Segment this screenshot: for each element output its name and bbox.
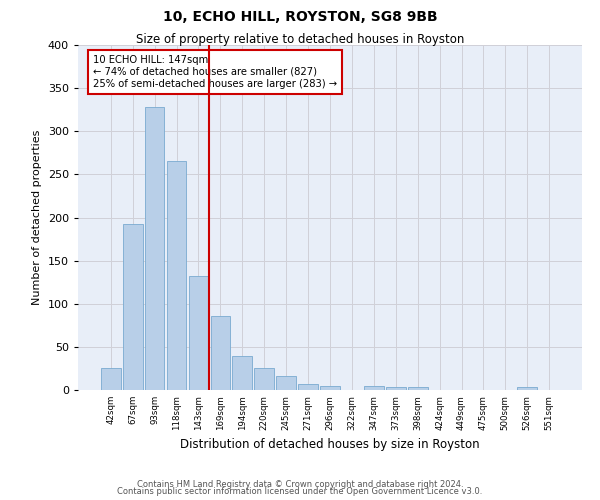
Bar <box>408 388 428 390</box>
Bar <box>167 162 187 390</box>
Bar <box>517 386 537 390</box>
Bar <box>386 388 406 390</box>
Bar <box>364 386 384 390</box>
Text: Contains HM Land Registry data © Crown copyright and database right 2024.: Contains HM Land Registry data © Crown c… <box>137 480 463 489</box>
Bar <box>188 276 208 390</box>
Bar <box>211 316 230 390</box>
Bar <box>123 224 143 390</box>
Bar <box>145 107 164 390</box>
Bar <box>101 368 121 390</box>
Text: 10, ECHO HILL, ROYSTON, SG8 9BB: 10, ECHO HILL, ROYSTON, SG8 9BB <box>163 10 437 24</box>
Bar <box>254 368 274 390</box>
Text: 10 ECHO HILL: 147sqm
← 74% of detached houses are smaller (827)
25% of semi-deta: 10 ECHO HILL: 147sqm ← 74% of detached h… <box>93 56 337 88</box>
Bar <box>276 376 296 390</box>
Text: Contains public sector information licensed under the Open Government Licence v3: Contains public sector information licen… <box>118 487 482 496</box>
Bar <box>298 384 318 390</box>
Y-axis label: Number of detached properties: Number of detached properties <box>32 130 42 305</box>
Bar <box>320 386 340 390</box>
Text: Size of property relative to detached houses in Royston: Size of property relative to detached ho… <box>136 32 464 46</box>
Bar <box>232 356 252 390</box>
X-axis label: Distribution of detached houses by size in Royston: Distribution of detached houses by size … <box>180 438 480 451</box>
